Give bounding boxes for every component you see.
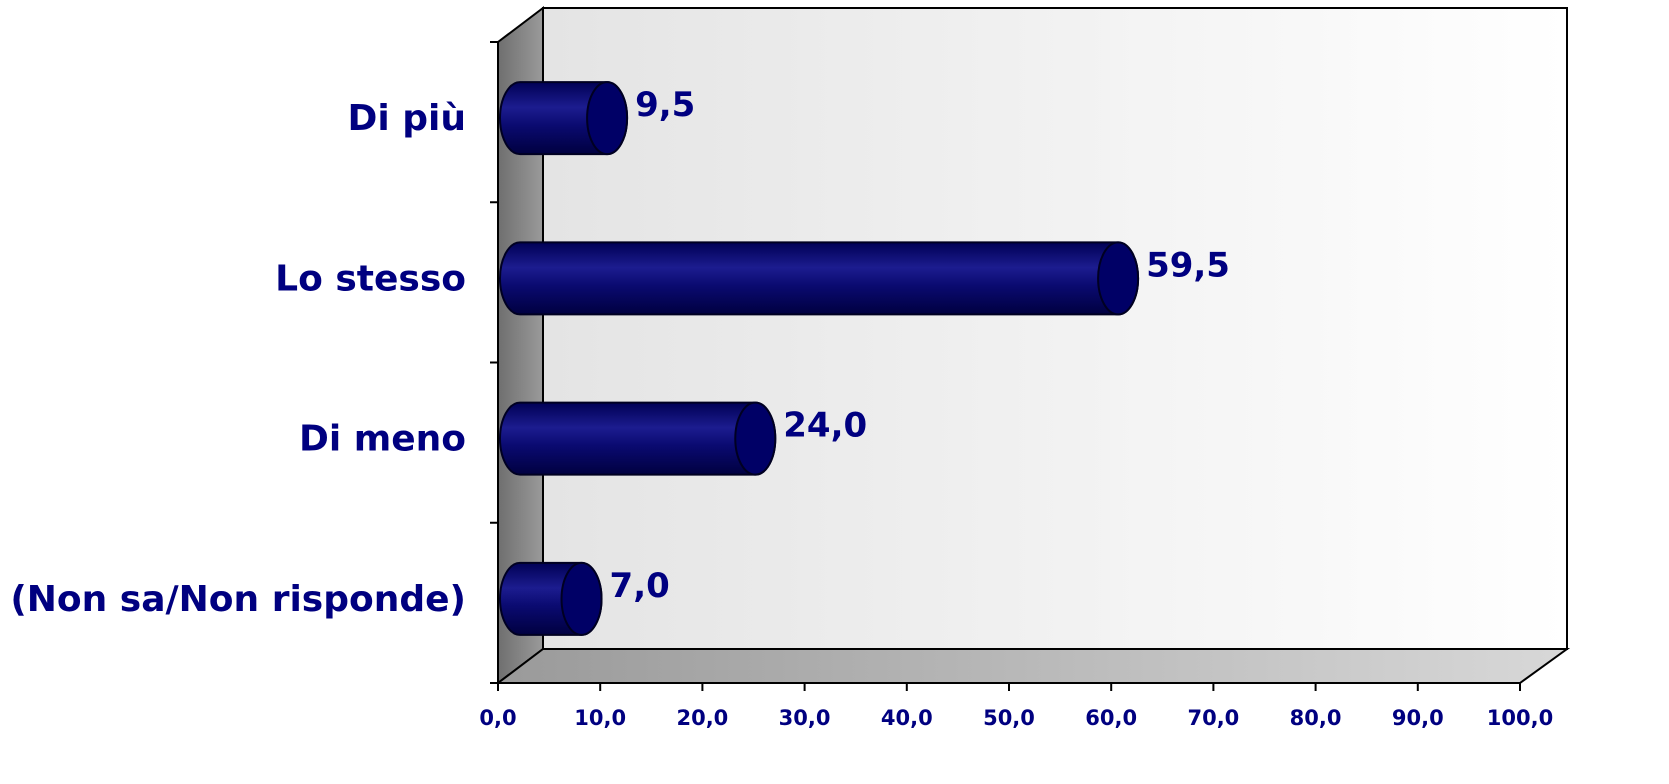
bar-cap bbox=[560, 561, 603, 636]
bar-cap bbox=[586, 81, 629, 156]
x-tick-label: 70,0 bbox=[1187, 706, 1239, 730]
x-tick-label: 90,0 bbox=[1392, 706, 1444, 730]
category-label: Di più bbox=[348, 98, 467, 139]
bar-body bbox=[499, 401, 777, 476]
x-tick-label: 100,0 bbox=[1487, 706, 1553, 730]
back-wall bbox=[542, 7, 1568, 650]
x-tick-label: 80,0 bbox=[1290, 706, 1342, 730]
x-tick-label: 10,0 bbox=[574, 706, 626, 730]
bar-body bbox=[499, 241, 1140, 316]
x-tick-label: 40,0 bbox=[881, 706, 933, 730]
value-label: 59,5 bbox=[1146, 245, 1230, 285]
value-label: 9,5 bbox=[635, 85, 695, 125]
x-tick-label: 0,0 bbox=[479, 706, 516, 730]
x-tick-label: 50,0 bbox=[983, 706, 1035, 730]
value-label: 7,0 bbox=[610, 566, 670, 606]
bars bbox=[499, 81, 1140, 636]
x-tick-label: 30,0 bbox=[779, 706, 831, 730]
category-label: Di meno bbox=[299, 419, 466, 460]
value-label: 24,0 bbox=[783, 406, 867, 446]
x-axis-ticks: 0,0 10,0 20,0 30,0 40,0 50,0 60,0 70,0 80,0 90,0 1… bbox=[479, 683, 1553, 730]
bar bbox=[499, 561, 603, 636]
x-tick-label: 60,0 bbox=[1085, 706, 1137, 730]
bar-cap bbox=[1097, 241, 1140, 316]
category-label: (Non sa/Non risponde) bbox=[10, 579, 466, 620]
bar-cap bbox=[734, 401, 777, 476]
y-axis-ticks bbox=[490, 41, 498, 684]
bar bbox=[499, 241, 1140, 316]
floor bbox=[495, 648, 1571, 684]
x-tick-label: 20,0 bbox=[676, 706, 728, 730]
category-label: Lo stesso bbox=[275, 258, 466, 299]
bar bbox=[499, 81, 629, 156]
value-labels: 9,5 59,5 24,0 7,0 bbox=[610, 85, 1230, 606]
category-labels: Di più Lo stesso Di meno (Non sa/Non rispon… bbox=[10, 98, 466, 620]
bar bbox=[499, 401, 777, 476]
